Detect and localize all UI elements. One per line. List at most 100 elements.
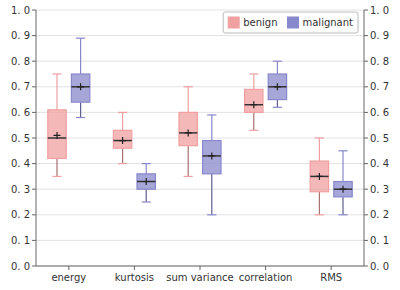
y2-tick-label: 0. 4	[370, 158, 389, 169]
x-tick-label: RMS	[320, 272, 342, 283]
y2-tick-label: 0. 2	[370, 209, 389, 220]
y-tick-label: 0. 4	[11, 158, 30, 169]
x-tick-label: correlation	[239, 272, 293, 283]
mean	[340, 186, 347, 193]
cap-high	[52, 73, 61, 74]
whisker-low	[319, 192, 320, 215]
y2-axis	[364, 10, 365, 266]
y-tick-label: 0. 3	[11, 184, 30, 195]
legend-swatch	[228, 17, 239, 28]
tick	[68, 266, 69, 270]
cap-high	[273, 61, 282, 62]
y-tick-label: 0. 6	[11, 107, 30, 118]
cap-low	[76, 117, 85, 118]
tick	[364, 35, 368, 36]
cap-high	[338, 150, 347, 151]
mean	[143, 178, 150, 185]
mean	[185, 129, 192, 136]
cap-low	[338, 214, 347, 215]
whisker-low	[253, 112, 254, 130]
legend-swatch	[288, 17, 299, 28]
tick	[331, 266, 332, 270]
box	[310, 161, 328, 192]
whisker-low	[146, 189, 147, 202]
tick	[200, 266, 201, 270]
tick	[32, 189, 36, 190]
mean	[119, 137, 126, 144]
cap-low	[249, 130, 258, 131]
box	[113, 130, 131, 148]
cap-high	[76, 38, 85, 39]
tick	[32, 10, 36, 11]
x-tick-label: sum variance	[166, 272, 234, 283]
tick	[364, 61, 368, 62]
whisker-low	[188, 146, 189, 177]
whisker-high	[211, 115, 212, 141]
grid-line	[36, 86, 364, 87]
whisker-high	[188, 87, 189, 113]
whisker-low	[80, 102, 81, 117]
box-series	[48, 74, 329, 215]
box	[203, 141, 221, 174]
y2-tick-label: 0. 6	[370, 107, 389, 118]
y-tick-label: 0. 5	[11, 133, 30, 144]
marks	[48, 38, 352, 215]
whisker-high	[122, 112, 123, 130]
tick	[32, 61, 36, 62]
mean	[53, 132, 60, 139]
whisker-low	[211, 174, 212, 215]
tick	[364, 240, 368, 241]
cap-low	[184, 176, 193, 177]
grid-line	[36, 61, 364, 62]
legend-box	[223, 12, 358, 33]
whisker-high	[146, 164, 147, 174]
cap-low	[273, 107, 282, 108]
y-tick-label: 0. 2	[11, 209, 30, 220]
cap-low	[207, 214, 216, 215]
whisker-high	[277, 61, 278, 74]
tick	[134, 266, 135, 270]
whisker-low	[342, 197, 343, 215]
cap-high	[142, 163, 151, 164]
y2-tick-label: 1. 0	[370, 5, 389, 16]
whisker-high	[56, 74, 57, 110]
whisker-high	[253, 74, 254, 89]
box	[268, 74, 286, 100]
legend: benignmalignant	[223, 12, 358, 33]
box	[137, 174, 155, 189]
tick	[32, 266, 36, 267]
mean	[316, 173, 323, 180]
grid-line	[36, 10, 364, 11]
grid-line	[36, 240, 364, 241]
box-series	[71, 38, 352, 215]
mean	[274, 83, 281, 90]
tick	[32, 240, 36, 241]
box	[71, 74, 89, 102]
tick	[364, 10, 368, 11]
y2-tick-label: 0. 8	[370, 56, 389, 67]
y2-tick-label: 0. 3	[370, 184, 389, 195]
y-tick-label: 0. 0	[11, 261, 30, 272]
whisker-high	[319, 138, 320, 161]
cap-high	[207, 114, 216, 115]
tick	[364, 189, 368, 190]
y2-tick-label: 0. 7	[370, 81, 389, 92]
grid-line	[36, 35, 364, 36]
tick	[364, 214, 368, 215]
cap-high	[249, 73, 258, 74]
box	[334, 182, 352, 197]
y-tick-label: 1. 0	[11, 5, 30, 16]
grid-line	[36, 138, 364, 139]
tick	[32, 112, 36, 113]
tick	[265, 266, 266, 270]
y2-tick-label: 0. 1	[370, 235, 389, 246]
cap-low	[315, 214, 324, 215]
whisker-low	[122, 148, 123, 163]
box	[245, 89, 263, 112]
tick	[364, 266, 368, 267]
tick	[32, 86, 36, 87]
whisker-high	[342, 151, 343, 182]
mean	[250, 101, 257, 108]
box	[48, 110, 66, 159]
whisker-low	[56, 158, 57, 176]
